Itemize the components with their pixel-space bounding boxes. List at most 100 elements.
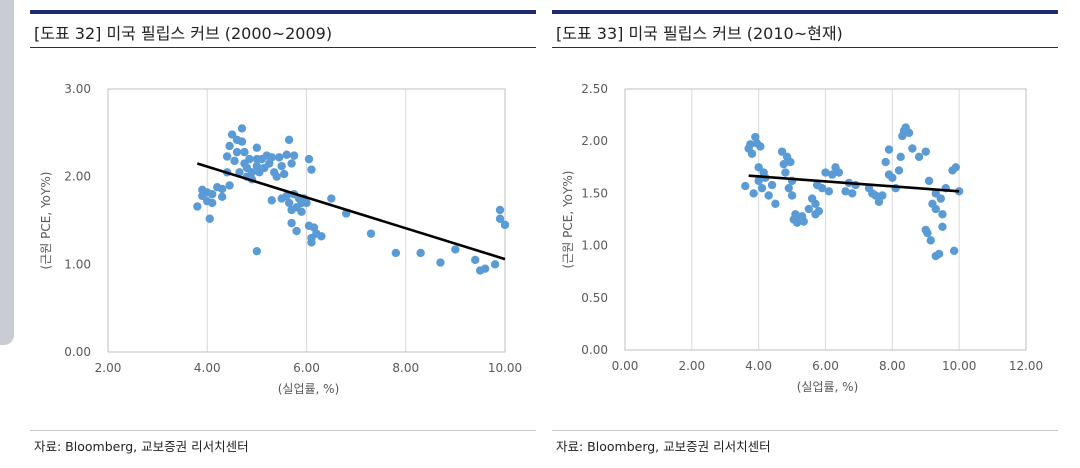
y-tick-label: 1.50 bbox=[581, 186, 608, 200]
x-tick-label: 4.00 bbox=[194, 361, 221, 375]
data-point bbox=[235, 168, 244, 177]
x-tick-label: 10.00 bbox=[942, 359, 976, 373]
data-point bbox=[208, 190, 217, 199]
data-point bbox=[951, 163, 961, 172]
x-axis-title: (실업률, %) bbox=[797, 380, 859, 394]
data-point bbox=[921, 147, 930, 156]
data-point bbox=[490, 260, 500, 269]
data-point bbox=[282, 191, 291, 201]
trend-line bbox=[748, 174, 960, 193]
y-tick-label: 0.00 bbox=[581, 343, 608, 357]
chart-panel-33: [도표 33] 미국 필립스 커브 (2010~현재) 0.00 2.00 4.00… bbox=[552, 10, 1058, 460]
data-point bbox=[931, 189, 940, 198]
data-point bbox=[908, 144, 917, 153]
x-tick-label: 10.00 bbox=[488, 361, 522, 375]
data-point bbox=[904, 128, 914, 138]
data-point bbox=[451, 245, 460, 254]
data-point bbox=[757, 183, 767, 193]
y-tick-label: 1.00 bbox=[64, 257, 91, 271]
data-point bbox=[771, 199, 780, 209]
data-point bbox=[934, 249, 944, 259]
data-point bbox=[799, 217, 808, 226]
data-point bbox=[754, 163, 763, 172]
data-point bbox=[297, 207, 306, 216]
data-point bbox=[225, 141, 234, 151]
plot-area-border bbox=[624, 88, 1027, 351]
data-point bbox=[252, 143, 262, 152]
data-point bbox=[881, 157, 890, 167]
data-point bbox=[923, 228, 932, 238]
data-point bbox=[225, 181, 234, 190]
phillips-curve-chart-2000-2009: 2.00 4.00 6.00 8.00 10.00 0.00 1.00 2.00 3.00 (실업… bbox=[39, 82, 522, 396]
data-point bbox=[495, 214, 505, 223]
x-axis-title: (실업률, %) bbox=[278, 382, 340, 396]
data-point bbox=[824, 187, 834, 196]
y-axis-title: (근원 PCE, YoY%) bbox=[39, 172, 53, 270]
y-tick-label: 2.50 bbox=[581, 82, 608, 96]
data-point bbox=[878, 191, 887, 200]
data-point bbox=[787, 191, 797, 200]
data-point bbox=[208, 198, 217, 208]
data-point bbox=[764, 191, 773, 200]
side-tab-decoration bbox=[0, 0, 14, 345]
data-point bbox=[282, 150, 291, 159]
data-point bbox=[767, 180, 777, 190]
data-point bbox=[871, 191, 880, 200]
data-point bbox=[292, 226, 301, 236]
data-point bbox=[245, 154, 254, 164]
x-tick-label: 6.00 bbox=[812, 359, 839, 373]
data-point bbox=[471, 255, 480, 265]
y-tick-label: 1.00 bbox=[581, 239, 608, 253]
source-note: 자료: Bloomberg, 교보증권 리서치센터 bbox=[34, 439, 249, 454]
data-point bbox=[888, 173, 897, 182]
data-point bbox=[327, 194, 336, 203]
data-point bbox=[279, 169, 289, 179]
data-point bbox=[500, 220, 510, 230]
data-point bbox=[784, 183, 793, 193]
data-point bbox=[480, 264, 490, 273]
data-point bbox=[277, 161, 286, 171]
title-rule bbox=[30, 47, 536, 48]
data-point bbox=[227, 130, 237, 139]
data-point bbox=[746, 140, 755, 149]
title-rule bbox=[552, 47, 1058, 48]
data-point bbox=[924, 176, 934, 186]
chart-panel-32: [도표 32] 미국 필립스 커브 (2000~2009) 2.00 4.00 6.… bbox=[30, 10, 536, 460]
data-point bbox=[821, 168, 830, 177]
data-point bbox=[786, 157, 795, 167]
data-point bbox=[848, 189, 857, 198]
data-point bbox=[267, 153, 276, 162]
y-tick-label: 2.00 bbox=[64, 170, 91, 184]
data-point bbox=[287, 218, 296, 228]
x-tick-label: 0.00 bbox=[612, 359, 639, 373]
source-rule bbox=[552, 430, 1058, 431]
data-point bbox=[884, 145, 894, 154]
data-point bbox=[817, 183, 827, 193]
data-point bbox=[289, 151, 299, 160]
data-point bbox=[275, 153, 284, 162]
data-point bbox=[781, 168, 790, 177]
data-point bbox=[811, 199, 820, 209]
x-tick-label: 8.00 bbox=[392, 361, 419, 375]
data-point bbox=[193, 202, 202, 211]
data-point bbox=[914, 152, 924, 162]
data-point bbox=[841, 187, 850, 196]
y-tick-label: 2.00 bbox=[581, 134, 608, 148]
data-point bbox=[938, 210, 947, 219]
data-point bbox=[217, 184, 227, 194]
data-point bbox=[232, 147, 242, 157]
data-point bbox=[749, 189, 758, 198]
title-top-bar bbox=[30, 10, 536, 14]
data-point bbox=[237, 124, 247, 133]
data-point bbox=[237, 137, 247, 146]
data-point bbox=[436, 258, 445, 267]
data-point bbox=[936, 194, 945, 203]
data-point bbox=[284, 135, 294, 145]
x-tick-label: 2.00 bbox=[678, 359, 705, 373]
plot-area-border bbox=[107, 88, 506, 353]
phillips-curve-chart-2010-present: 0.00 2.00 4.00 6.00 8.00 10.00 12.00 0.00 0.50 1.… bbox=[561, 82, 1043, 394]
data-point bbox=[284, 198, 294, 208]
data-point bbox=[230, 156, 239, 166]
data-point bbox=[741, 181, 750, 191]
data-point bbox=[874, 197, 884, 206]
